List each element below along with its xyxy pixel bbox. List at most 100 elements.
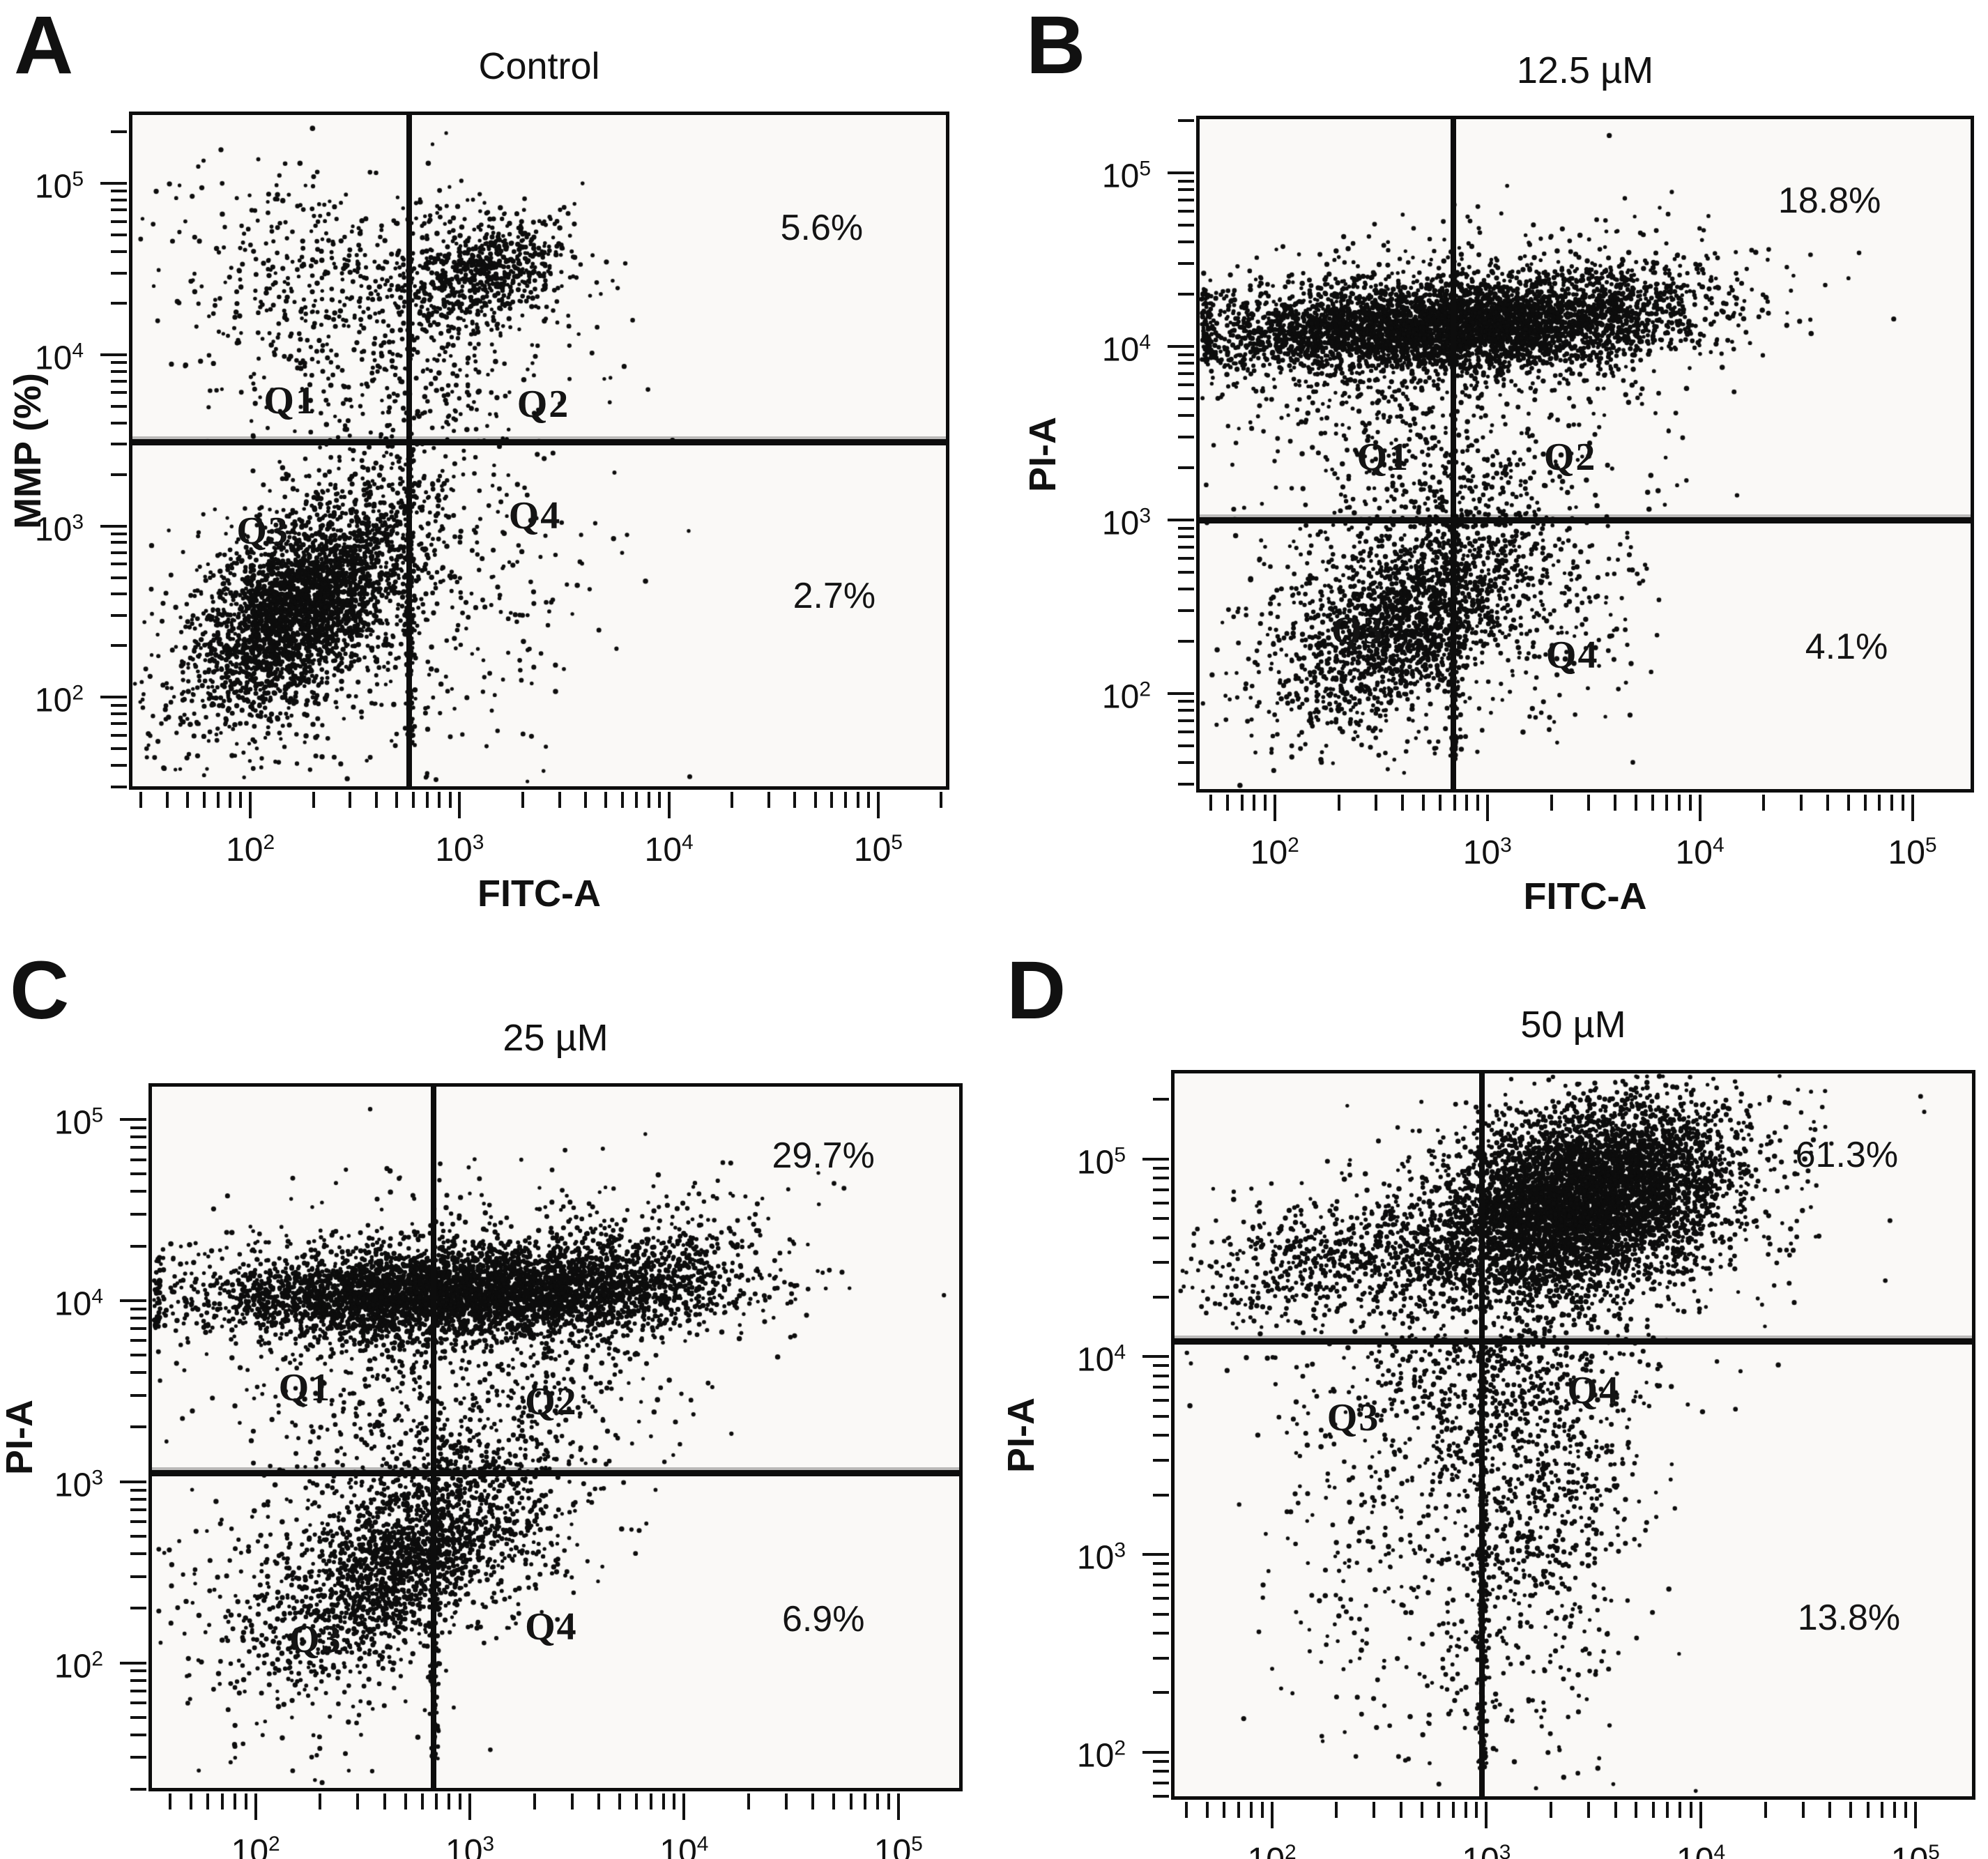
y-axis-minor-tick <box>1178 372 1194 375</box>
y-axis-minor-tick <box>1178 557 1194 560</box>
y-axis-minor-tick <box>1153 1414 1169 1418</box>
x-axis-minor-tick <box>597 1793 601 1810</box>
y-axis-minor-tick <box>130 1788 146 1791</box>
y-axis-minor-tick <box>1153 1166 1169 1170</box>
y-axis-minor-tick <box>1178 709 1194 712</box>
y-axis-minor-tick <box>1153 1399 1169 1402</box>
percent-label-lower: 2.7% <box>793 576 876 617</box>
y-axis-minor-tick <box>130 1307 146 1310</box>
y-axis-minor-tick <box>1153 1296 1169 1299</box>
panel-letter: D <box>1007 944 1066 1036</box>
x-axis-minor-tick <box>1904 1802 1907 1818</box>
y-axis-minor-tick <box>130 1212 146 1216</box>
y-axis-tick-label: 105 <box>1076 1143 1126 1181</box>
x-axis-minor-tick <box>618 1793 621 1810</box>
panel-title: 50 µM <box>1520 1004 1626 1046</box>
x-axis-minor-tick <box>1764 1802 1767 1818</box>
x-axis-minor-tick <box>1237 1802 1240 1818</box>
x-axis-minor-tick <box>1828 1802 1832 1818</box>
y-axis-minor-tick <box>130 1327 146 1331</box>
percent-label-upper: 5.6% <box>780 208 864 249</box>
x-axis-minor-tick <box>1762 795 1766 811</box>
y-axis-minor-tick <box>111 301 127 305</box>
panel-title: Control <box>478 45 600 87</box>
x-axis-minor-tick <box>849 1793 852 1810</box>
x-axis-minor-tick <box>1665 795 1669 811</box>
quadrant-label-q1: Q1 <box>278 1365 332 1409</box>
x-axis-tick-label: 103 <box>435 831 484 869</box>
y-axis-minor-tick <box>1153 1691 1169 1694</box>
scatter-canvas <box>132 115 946 786</box>
x-axis-minor-tick <box>233 1793 236 1810</box>
y-axis-minor-tick <box>1178 436 1194 439</box>
y-axis-tick-label: 104 <box>34 339 84 377</box>
panel-title: 12.5 µM <box>1516 49 1654 91</box>
x-axis-major-tick <box>468 1793 472 1820</box>
y-axis-minor-tick <box>130 1172 146 1176</box>
y-axis-minor-tick <box>111 473 127 476</box>
x-axis-minor-tick <box>1550 795 1553 811</box>
x-axis-tick-label: 105 <box>873 1833 923 1859</box>
y-axis-tick-label: 105 <box>34 167 84 206</box>
x-axis-minor-tick <box>1846 795 1850 811</box>
y-axis-minor-tick <box>130 1146 146 1149</box>
x-axis-minor-tick <box>604 792 608 808</box>
y-axis-major-tick <box>1168 519 1194 522</box>
x-axis-minor-tick <box>244 1793 247 1810</box>
y-axis-tick-label: 103 <box>54 1466 103 1504</box>
x-axis-tick-label: 104 <box>1675 834 1725 871</box>
x-axis-minor-tick <box>1678 795 1681 811</box>
y-axis-minor-tick <box>1153 1562 1169 1566</box>
y-axis-minor-tick <box>1153 1434 1169 1437</box>
y-axis-minor-tick <box>111 733 127 737</box>
y-axis-minor-tick <box>1178 535 1194 539</box>
y-axis-minor-tick <box>1178 744 1194 748</box>
x-axis-minor-tick <box>458 1793 461 1810</box>
quadrant-label-q3: Q3 <box>289 1617 342 1661</box>
x-axis-minor-tick <box>521 792 524 808</box>
x-axis-minor-tick <box>830 792 834 808</box>
x-axis-tick-label: 105 <box>1888 834 1937 871</box>
y-axis-minor-tick <box>111 271 127 275</box>
x-axis-minor-tick <box>621 792 625 808</box>
x-axis-minor-tick <box>1550 1802 1552 1818</box>
x-axis-minor-tick <box>867 792 871 808</box>
x-axis-minor-tick <box>584 792 588 808</box>
y-axis-minor-tick <box>130 1126 146 1129</box>
x-axis-tick-label: 103 <box>445 1833 495 1859</box>
y-axis-major-tick <box>1168 171 1194 175</box>
x-axis-minor-tick <box>206 1793 210 1810</box>
x-axis-minor-tick <box>635 1793 639 1810</box>
y-axis-minor-tick <box>130 1607 146 1610</box>
y-axis-minor-tick <box>130 1316 146 1319</box>
y-axis-minor-tick <box>111 712 127 716</box>
x-axis-tick-label: 103 <box>1462 1841 1511 1859</box>
y-axis-minor-tick <box>1178 609 1194 613</box>
quadrant-label-q4: Q4 <box>525 1605 578 1648</box>
y-axis-minor-tick <box>130 1669 146 1673</box>
y-axis-minor-tick <box>1178 262 1194 266</box>
x-axis-minor-tick <box>1373 1802 1376 1818</box>
x-axis-minor-tick <box>1240 795 1244 811</box>
panel-letter: B <box>1026 0 1085 91</box>
x-axis-minor-tick <box>411 792 415 808</box>
x-axis-minor-tick <box>448 792 452 808</box>
x-axis-minor-tick <box>731 792 734 808</box>
y-axis-minor-tick <box>111 130 127 134</box>
scatter-canvas <box>152 1087 959 1788</box>
y-axis-minor-tick <box>111 379 127 383</box>
x-axis-minor-tick <box>813 792 817 808</box>
y-axis-minor-tick <box>130 1393 146 1397</box>
x-axis-minor-tick <box>1634 795 1637 811</box>
y-axis-minor-tick <box>130 1488 146 1492</box>
y-axis-minor-tick <box>111 199 127 201</box>
y-axis-minor-tick <box>130 1135 146 1139</box>
x-axis-minor-tick <box>1690 1802 1693 1818</box>
y-axis-major-tick <box>100 524 127 528</box>
quadrant-label-q1: Q1 <box>1356 436 1410 480</box>
quadrant-gate-horizontal <box>152 1469 959 1476</box>
y-axis-major-tick <box>1142 1157 1169 1161</box>
y-axis-minor-tick <box>130 1575 146 1578</box>
y-axis-minor-tick <box>1153 1217 1169 1221</box>
x-axis-minor-tick <box>1863 795 1867 811</box>
